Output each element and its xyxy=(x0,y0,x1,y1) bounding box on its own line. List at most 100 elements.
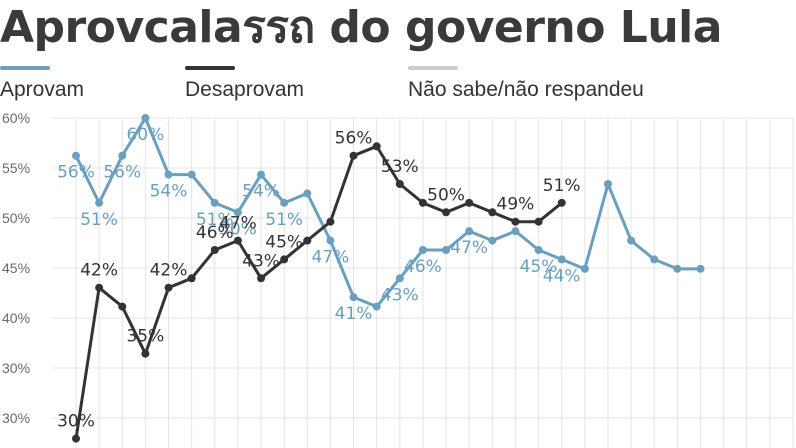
series-point-0 xyxy=(395,274,404,283)
data-label: 41% xyxy=(335,304,373,324)
data-label: 53% xyxy=(381,157,419,177)
data-label: 42% xyxy=(150,261,188,281)
series-point-0 xyxy=(303,189,312,198)
data-label: 46% xyxy=(196,223,234,243)
series-point-1 xyxy=(118,302,127,311)
series-point-1 xyxy=(95,283,104,292)
series-point-1 xyxy=(257,274,266,283)
series-point-0 xyxy=(233,208,242,217)
series-point-0 xyxy=(511,227,520,236)
series-point-0 xyxy=(603,180,612,188)
series-point-0 xyxy=(95,198,104,207)
series-point-0 xyxy=(557,255,566,264)
legend-item-nao-sabe: Não sabe/não respandeu xyxy=(408,66,644,102)
series-point-0 xyxy=(141,114,150,122)
legend-label-nao-sabe: Não sabe/não respandeu xyxy=(408,78,644,101)
series-point-1 xyxy=(210,246,219,254)
series-point-1 xyxy=(72,434,80,443)
series-line-0 xyxy=(74,116,702,309)
series-point-1 xyxy=(534,217,543,226)
data-label: 46% xyxy=(404,257,442,277)
data-label: 47% xyxy=(450,238,488,258)
y-tick-label: 50% xyxy=(2,210,30,226)
data-label: 56% xyxy=(103,163,141,183)
legend-swatch-nao-sabe xyxy=(408,66,458,70)
data-label: 47% xyxy=(312,248,350,268)
series-point-0 xyxy=(326,236,335,245)
y-axis-ticks: 60% 55% 50% 45% 40% 30% 30% xyxy=(2,110,30,426)
series-point-0 xyxy=(580,264,589,273)
series-point-0 xyxy=(465,227,474,236)
y-tick-label: 30% xyxy=(2,410,30,426)
legend-item-desaprovam: Desaprovam xyxy=(185,66,304,102)
data-label: 56% xyxy=(57,163,95,183)
data-label: 45% xyxy=(265,232,303,252)
series-point-1 xyxy=(442,208,451,217)
y-tick-label: 30% xyxy=(2,360,30,376)
legend-swatch-desaprovam xyxy=(185,66,235,70)
series-point-1 xyxy=(418,198,427,207)
data-label: 35% xyxy=(126,327,164,347)
legend: Aprovam Desaprovam Não sabe/não respande… xyxy=(0,66,796,106)
series-point-0 xyxy=(488,236,497,245)
legend-swatch-aprovam xyxy=(0,66,50,70)
series-point-0 xyxy=(442,246,451,254)
series-point-0 xyxy=(164,170,173,179)
series-point-1 xyxy=(303,236,312,245)
series-point-0 xyxy=(627,236,636,245)
data-label: 51% xyxy=(265,210,303,230)
chart-title: Aprovcalaรรถ do governo Lula xyxy=(0,2,722,53)
series-point-0 xyxy=(210,198,219,207)
y-tick-label: 60% xyxy=(2,110,30,126)
series-point-1 xyxy=(372,142,381,151)
series-point-0 xyxy=(72,151,80,160)
data-label: 60% xyxy=(126,125,164,145)
legend-item-aprovam: Aprovam xyxy=(0,66,84,102)
series-point-0 xyxy=(257,170,266,179)
legend-label-desaprovam: Desaprovam xyxy=(185,78,305,101)
series-point-0 xyxy=(349,293,358,302)
series-point-1 xyxy=(233,236,242,245)
series-point-1 xyxy=(141,349,150,358)
series-point-0 xyxy=(673,264,682,273)
series-point-1 xyxy=(488,208,497,217)
series-point-1 xyxy=(349,151,358,160)
data-label: 50% xyxy=(427,185,465,205)
series-point-1 xyxy=(557,198,566,207)
series-point-1 xyxy=(326,217,335,226)
y-tick-label: 45% xyxy=(2,260,30,276)
data-label: 49% xyxy=(497,195,535,215)
data-label: 45% xyxy=(520,257,558,277)
series-point-0 xyxy=(696,264,705,273)
series-point-1 xyxy=(280,255,289,264)
series-point-1 xyxy=(395,180,404,188)
series-point-1 xyxy=(511,217,520,226)
chart-series xyxy=(72,114,705,443)
series-line-1 xyxy=(74,144,564,441)
data-label: 50% xyxy=(219,219,257,239)
series-point-1 xyxy=(187,274,196,283)
y-tick-label: 40% xyxy=(2,310,30,326)
data-label: 47% xyxy=(219,214,257,234)
series-point-0 xyxy=(418,246,427,254)
series-point-0 xyxy=(118,151,127,160)
series-point-0 xyxy=(534,246,543,254)
series-point-0 xyxy=(280,198,289,207)
data-label: 56% xyxy=(335,129,373,149)
data-label: 44% xyxy=(543,266,581,286)
chart-grid xyxy=(52,117,794,448)
data-label: 43% xyxy=(381,285,419,305)
legend-label-aprovam: Aprovam xyxy=(0,78,85,101)
data-label: 51% xyxy=(196,210,234,230)
chart-data-labels: 56%51%56%60%54%51%50%54%51%47%41%43%46%4… xyxy=(57,125,581,432)
series-point-1 xyxy=(465,198,474,207)
y-tick-label: 55% xyxy=(2,160,30,176)
series-point-0 xyxy=(650,255,659,264)
series-point-1 xyxy=(164,283,173,292)
series-point-0 xyxy=(372,302,381,311)
data-label: 54% xyxy=(242,182,280,202)
data-label: 51% xyxy=(543,176,581,196)
data-label: 43% xyxy=(242,251,280,271)
data-label: 51% xyxy=(80,210,118,230)
